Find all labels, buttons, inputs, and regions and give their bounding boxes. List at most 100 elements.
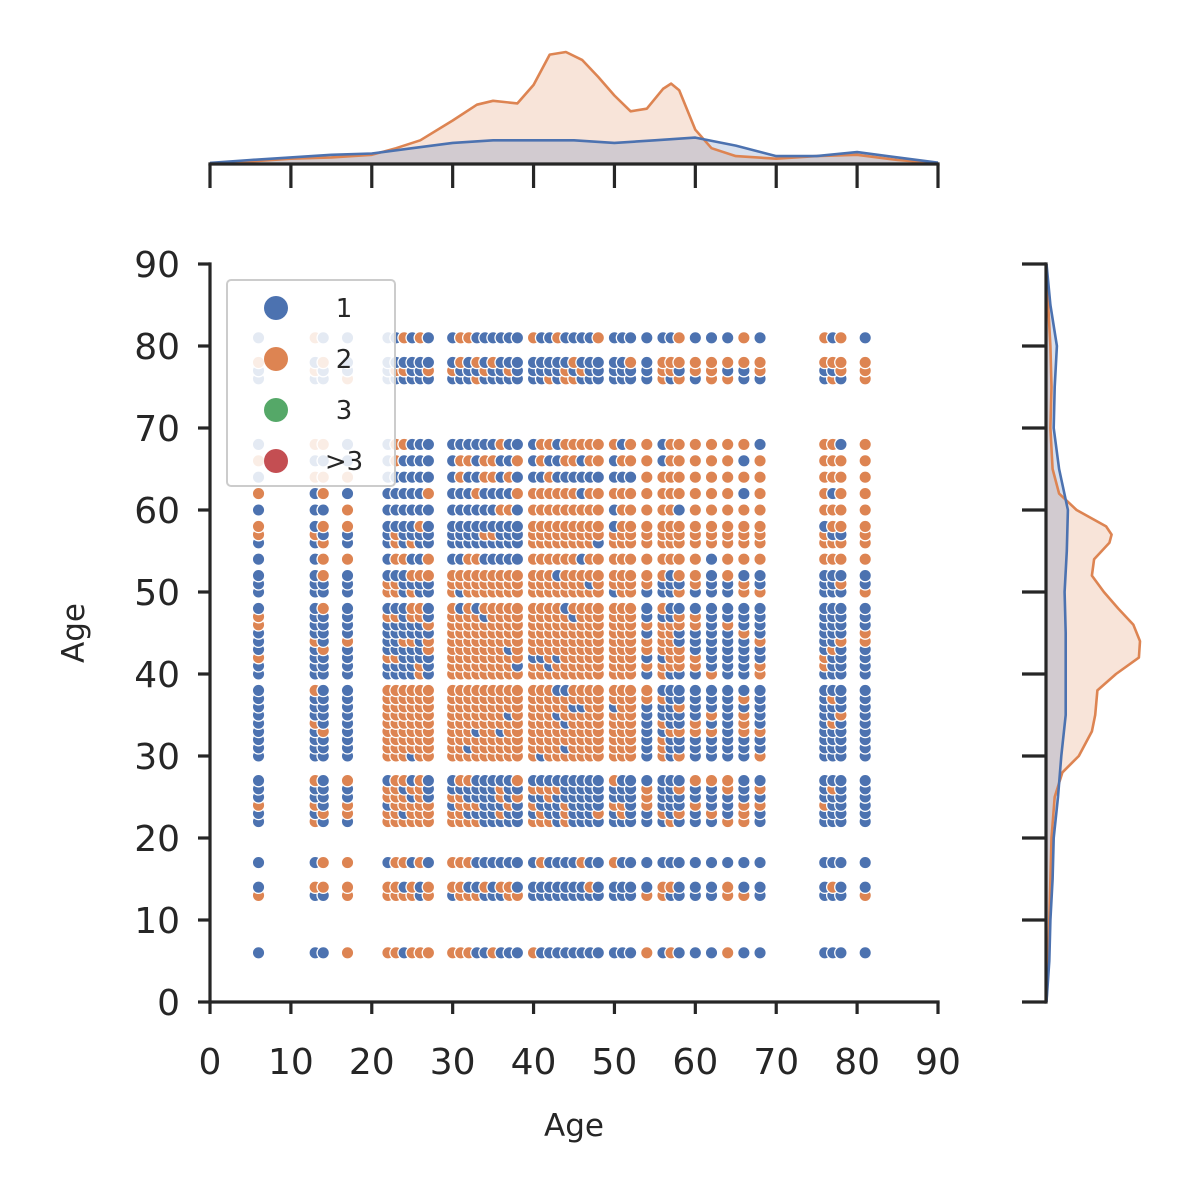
data-point <box>421 503 436 517</box>
data-point <box>316 568 331 583</box>
data-point <box>251 503 266 517</box>
data-point <box>737 453 751 468</box>
data-point <box>316 880 331 895</box>
data-point <box>737 486 751 501</box>
data-point <box>623 880 638 895</box>
data-point <box>672 486 687 501</box>
x-tick-label: 80 <box>834 1042 880 1083</box>
data-point <box>737 355 751 370</box>
y-tick-label: 10 <box>134 901 180 942</box>
data-point <box>591 683 606 698</box>
data-point <box>672 683 687 698</box>
data-point <box>704 683 719 698</box>
data-point <box>510 470 525 485</box>
data-point <box>720 503 735 517</box>
data-point <box>672 519 687 534</box>
y-tick-label: 80 <box>134 327 180 368</box>
data-point <box>510 552 525 567</box>
legend-marker <box>264 398 288 422</box>
data-point <box>688 880 703 895</box>
data-point <box>688 330 703 345</box>
data-point <box>623 945 638 960</box>
data-point <box>316 503 331 517</box>
data-point <box>639 453 654 468</box>
data-point <box>858 503 873 517</box>
x-tick-label: 60 <box>672 1042 718 1083</box>
data-point <box>720 773 735 788</box>
data-point <box>639 355 654 370</box>
y-axis-ticks: 0 10 20 30 40 50 60 70 80 90 <box>134 245 210 1024</box>
data-point <box>421 773 436 788</box>
data-point <box>510 330 525 345</box>
data-point <box>834 683 848 698</box>
data-point <box>421 437 436 452</box>
data-point <box>623 773 638 788</box>
data-point <box>858 880 873 895</box>
data-point <box>639 437 654 452</box>
data-point <box>720 552 735 567</box>
data-point <box>639 568 654 583</box>
data-point <box>251 601 266 616</box>
data-point <box>672 880 687 895</box>
data-point <box>340 503 355 517</box>
data-point <box>858 519 873 534</box>
data-point <box>340 683 355 698</box>
data-point <box>753 880 767 895</box>
data-point <box>421 355 436 370</box>
legend-marker <box>264 449 288 473</box>
data-point <box>316 945 331 960</box>
y-axis-title: Age <box>56 603 92 663</box>
x-axis-title: Age <box>544 1108 604 1144</box>
data-point <box>672 568 687 583</box>
data-point <box>720 330 735 345</box>
data-point <box>858 855 873 870</box>
data-point <box>510 601 525 616</box>
data-point <box>251 880 266 895</box>
data-point <box>591 470 606 485</box>
data-point <box>737 601 751 616</box>
data-point <box>753 568 767 583</box>
data-point <box>834 470 848 485</box>
data-point <box>834 855 848 870</box>
data-point <box>591 355 606 370</box>
data-point <box>858 437 873 452</box>
data-point <box>421 486 436 501</box>
data-point <box>753 486 767 501</box>
right-kde-fill <box>1046 264 1140 1002</box>
data-point <box>753 355 767 370</box>
data-point <box>510 880 525 895</box>
data-point <box>591 486 606 501</box>
data-point <box>672 601 687 616</box>
data-point <box>737 437 751 452</box>
legend-label: >3 <box>325 447 363 477</box>
data-point <box>639 855 654 870</box>
data-point <box>672 355 687 370</box>
data-point <box>591 519 606 534</box>
x-tick-label: 10 <box>268 1042 314 1083</box>
data-point <box>688 470 703 485</box>
right-marginal-kde <box>1022 262 1142 1004</box>
data-point <box>316 601 331 616</box>
data-point <box>704 355 719 370</box>
data-point <box>510 519 525 534</box>
data-point <box>510 503 525 517</box>
data-point <box>316 552 331 567</box>
data-point <box>591 880 606 895</box>
data-point <box>753 601 767 616</box>
data-point <box>639 683 654 698</box>
data-point <box>688 437 703 452</box>
data-point <box>639 330 654 345</box>
data-point <box>688 945 703 960</box>
data-point <box>704 330 719 345</box>
data-point <box>688 519 703 534</box>
data-point <box>510 453 525 468</box>
data-point <box>753 945 767 960</box>
data-point <box>704 437 719 452</box>
data-point <box>510 945 525 960</box>
data-point <box>688 355 703 370</box>
x-tick-label: 0 <box>199 1042 222 1083</box>
data-point <box>720 601 735 616</box>
data-point <box>639 552 654 567</box>
data-point <box>591 773 606 788</box>
data-point <box>753 855 767 870</box>
